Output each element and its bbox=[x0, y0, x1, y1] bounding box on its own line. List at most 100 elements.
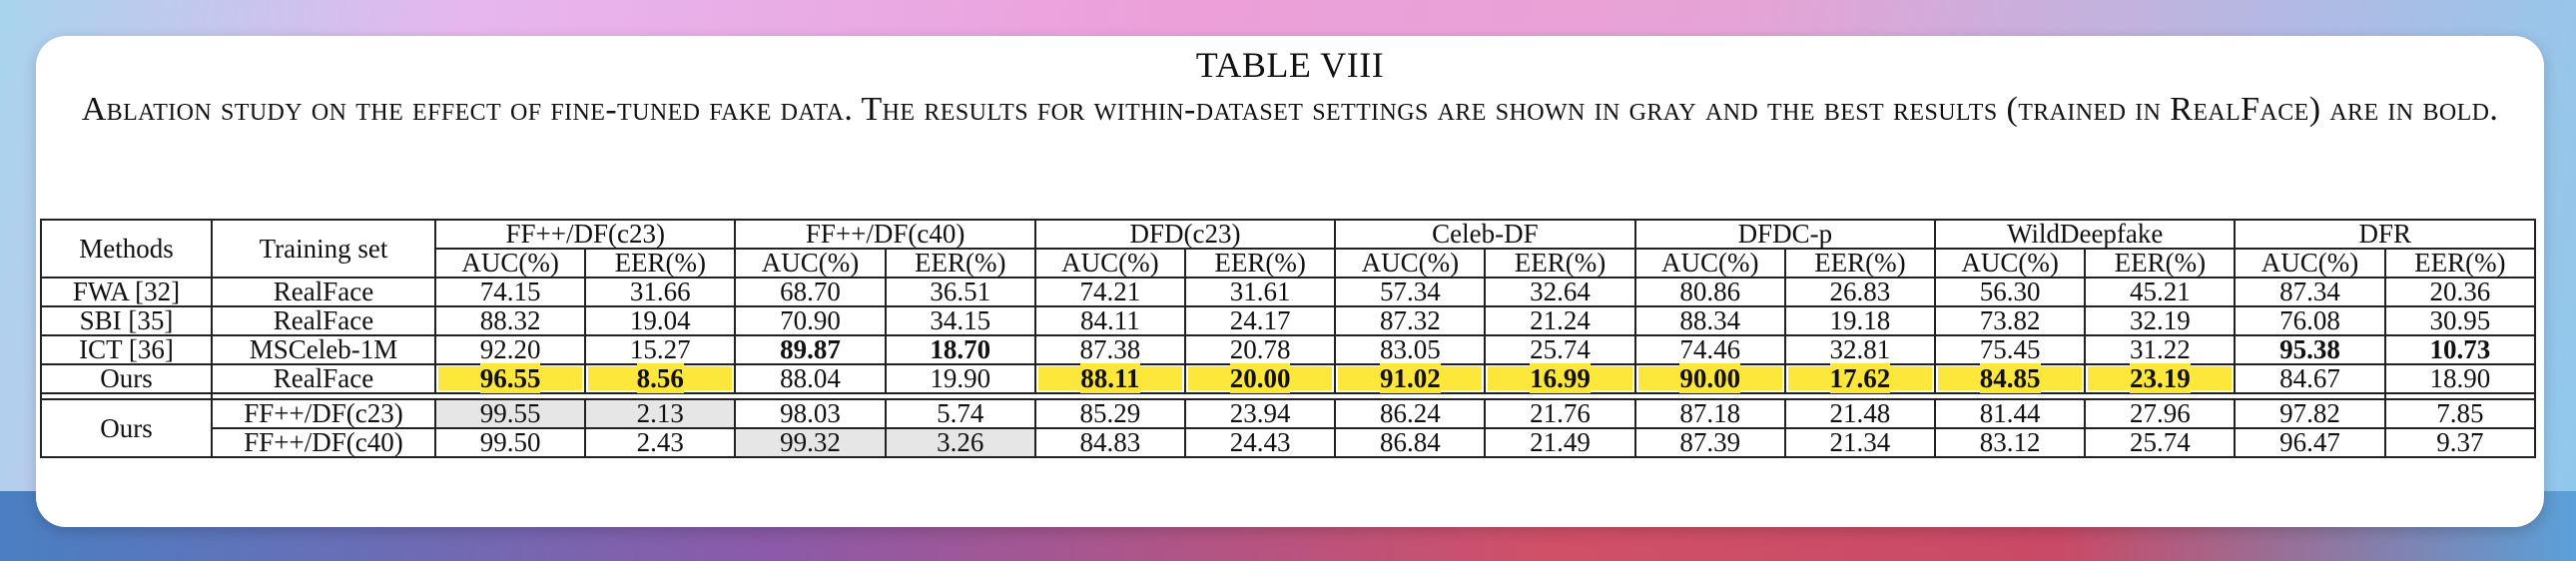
table-row: FWA [32] RealFace 74.15 31.66 68.70 36.51 74.2… bbox=[40, 277, 2537, 307]
training-set-cell: FF++/DF(c23) bbox=[211, 398, 436, 429]
value-cell: 21.34 bbox=[1783, 427, 1937, 458]
value-cell: 74.46 bbox=[1633, 334, 1786, 365]
value-cell: 24.17 bbox=[1184, 305, 1337, 336]
value-cell: 88.11 bbox=[1033, 363, 1187, 394]
value-cell: 20.78 bbox=[1184, 334, 1337, 365]
dataset-header: Celeb-DF bbox=[1334, 219, 1636, 250]
value-cell: 20.36 bbox=[2383, 277, 2537, 307]
value-cell: 83.05 bbox=[1334, 334, 1487, 365]
dataset-header: DFD(c23) bbox=[1033, 219, 1337, 250]
value-cell: 56.30 bbox=[1934, 277, 2087, 307]
value-cell: 18.70 bbox=[884, 334, 1036, 365]
metric-header-eer: EER(%) bbox=[2383, 248, 2537, 279]
value-cell: 85.29 bbox=[1033, 398, 1187, 429]
methods-header: Methods bbox=[40, 219, 213, 279]
value-cell: 19.18 bbox=[1783, 305, 1937, 336]
training-set-cell: RealFace bbox=[211, 305, 436, 336]
value-cell: 23.19 bbox=[2084, 363, 2237, 394]
value-cell: 8.56 bbox=[584, 363, 737, 394]
value-cell: 84.11 bbox=[1033, 305, 1187, 336]
value-cell: 21.24 bbox=[1484, 305, 1636, 336]
dataset-header: WildDeepfake bbox=[1934, 219, 2237, 250]
value-cell: 31.22 bbox=[2084, 334, 2237, 365]
value-cell: 24.43 bbox=[1184, 427, 1337, 458]
value-cell: 73.82 bbox=[1934, 305, 2087, 336]
training-set-cell: RealFace bbox=[211, 363, 436, 394]
metric-header-eer: EER(%) bbox=[1484, 248, 1636, 279]
value-cell: 88.32 bbox=[433, 305, 587, 336]
value-cell: 96.47 bbox=[2234, 427, 2386, 458]
metric-header-auc: AUC(%) bbox=[1633, 248, 1786, 279]
value-cell: 68.70 bbox=[734, 277, 887, 307]
value-cell: 87.34 bbox=[2234, 277, 2386, 307]
value-cell: 36.51 bbox=[884, 277, 1036, 307]
value-cell: 57.34 bbox=[1334, 277, 1487, 307]
method-cell: FWA [32] bbox=[40, 277, 213, 307]
value-cell: 32.64 bbox=[1484, 277, 1636, 307]
value-cell: 19.90 bbox=[884, 363, 1036, 394]
metric-header-eer: EER(%) bbox=[884, 248, 1036, 279]
training-set-cell: RealFace bbox=[211, 277, 436, 307]
value-cell: 25.74 bbox=[2084, 427, 2237, 458]
training-set-header: Training set bbox=[211, 219, 436, 279]
metric-header-auc: AUC(%) bbox=[1334, 248, 1487, 279]
separator-cell bbox=[40, 393, 213, 399]
table-caption: Ablation study on the effect of fine-tun… bbox=[81, 91, 2499, 128]
metric-header-auc: AUC(%) bbox=[734, 248, 887, 279]
value-cell: 97.82 bbox=[2234, 398, 2386, 429]
value-cell: 92.20 bbox=[433, 334, 587, 365]
metric-header-auc: AUC(%) bbox=[433, 248, 587, 279]
dataset-header: DFDC-p bbox=[1633, 219, 1937, 250]
value-cell: 96.55 bbox=[433, 363, 587, 394]
value-cell: 84.67 bbox=[2234, 363, 2386, 394]
metric-header-eer: EER(%) bbox=[1783, 248, 1937, 279]
value-cell: 3.26 bbox=[884, 427, 1036, 458]
value-cell: 2.13 bbox=[584, 398, 737, 429]
value-cell: 86.84 bbox=[1334, 427, 1487, 458]
value-cell: 70.90 bbox=[734, 305, 887, 336]
value-cell: 99.50 bbox=[433, 427, 587, 458]
value-cell: 98.03 bbox=[734, 398, 887, 429]
dataset-header: FF++/DF(c23) bbox=[433, 219, 737, 250]
value-cell: 26.83 bbox=[1783, 277, 1937, 307]
value-cell: 34.15 bbox=[884, 305, 1036, 336]
value-cell: 5.74 bbox=[884, 398, 1036, 429]
method-cell: Ours bbox=[40, 363, 213, 394]
metric-header-eer: EER(%) bbox=[2084, 248, 2237, 279]
metric-header-auc: AUC(%) bbox=[1934, 248, 2087, 279]
value-cell: 86.24 bbox=[1334, 398, 1487, 429]
value-cell: 32.81 bbox=[1783, 334, 1937, 365]
section-separator bbox=[40, 393, 2537, 399]
value-cell: 87.18 bbox=[1633, 398, 1786, 429]
table-title: TABLE VIII bbox=[1195, 45, 1385, 85]
dataset-header: DFR bbox=[2234, 219, 2536, 250]
value-cell: 15.27 bbox=[584, 334, 737, 365]
value-cell: 10.73 bbox=[2383, 334, 2537, 365]
value-cell: 84.85 bbox=[1934, 363, 2087, 394]
value-cell: 99.55 bbox=[433, 398, 587, 429]
value-cell: 31.61 bbox=[1184, 277, 1337, 307]
table-row: Ours RealFace 96.55 8.56 88.04 19.90 88.11 20.0… bbox=[40, 363, 2537, 394]
metric-header-eer: EER(%) bbox=[1184, 248, 1337, 279]
value-cell: 19.04 bbox=[584, 305, 737, 336]
value-cell: 87.39 bbox=[1633, 427, 1786, 458]
metric-header-auc: AUC(%) bbox=[2234, 248, 2386, 279]
table-row: ICT [36] MSCeleb-1M 92.20 15.27 89.87 18.70 87… bbox=[40, 334, 2537, 365]
dataset-header: FF++/DF(c40) bbox=[734, 219, 1036, 250]
table-header: Methods Training set FF++/DF(c23) FF++/DF(c… bbox=[40, 219, 2537, 279]
method-cell: Ours bbox=[40, 398, 213, 458]
value-cell: 75.45 bbox=[1934, 334, 2087, 365]
separator-cell bbox=[2383, 393, 2537, 399]
value-cell: 80.86 bbox=[1633, 277, 1786, 307]
method-cell: ICT [36] bbox=[40, 334, 213, 365]
table-row: SBI [35] RealFace 88.32 19.04 70.90 34.15 84.1… bbox=[40, 305, 2537, 336]
value-cell: 99.32 bbox=[734, 427, 887, 458]
value-cell: 83.12 bbox=[1934, 427, 2087, 458]
value-cell: 74.21 bbox=[1033, 277, 1187, 307]
value-cell: 45.21 bbox=[2084, 277, 2237, 307]
table-row: FF++/DF(c40) 99.50 2.43 99.32 3.26 84.83 24.43… bbox=[41, 427, 2537, 458]
value-cell: 32.19 bbox=[2084, 305, 2237, 336]
value-cell: 30.95 bbox=[2383, 305, 2537, 336]
value-cell: 27.96 bbox=[2084, 398, 2237, 429]
value-cell: 90.00 bbox=[1633, 363, 1786, 394]
